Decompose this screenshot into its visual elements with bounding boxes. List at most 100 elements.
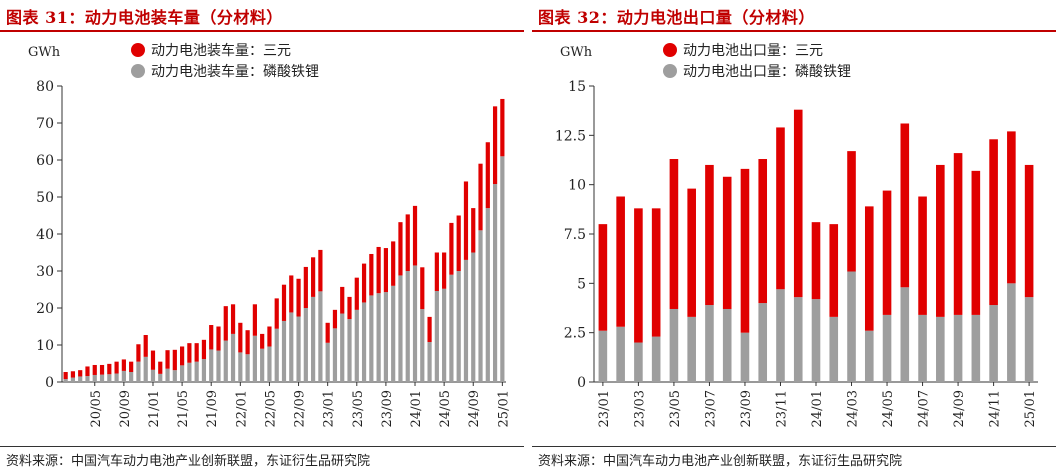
legend-label: 动力电池出口量：三元 [683, 43, 823, 59]
bar-sanyuan [165, 350, 170, 369]
bar-lfp [500, 156, 505, 382]
bar-lfp [598, 330, 608, 382]
source-rule [0, 446, 524, 447]
bar-sanyuan [121, 359, 126, 371]
bar-lfp [274, 328, 279, 382]
bar-sanyuan [420, 267, 425, 310]
chart-panel-31: 图表 31：动力电池装车量（分材料） GWh 动力电池装车量：三元 动力电池装车量：… [0, 0, 524, 476]
x-tick-label: 25/01 [496, 390, 511, 427]
bar-lfp [325, 342, 330, 382]
bar-sanyuan [114, 361, 119, 374]
bar-lfp [201, 359, 207, 382]
bar-sanyuan [194, 343, 199, 362]
bar-lfp [150, 369, 156, 382]
bar-sanyuan [616, 196, 625, 327]
title-rule [532, 30, 1056, 32]
y-tick-label: 0 [45, 375, 54, 391]
x-tick-label: 21/09 [205, 390, 220, 427]
x-tick-label: 20/09 [118, 390, 133, 427]
bar-lfp [260, 348, 265, 382]
bar-sanyuan [882, 190, 892, 315]
bar-lfp [471, 252, 476, 382]
bar-lfp [1024, 297, 1034, 382]
x-tick-label: 21/01 [147, 390, 162, 427]
bar-sanyuan [63, 372, 68, 380]
bar-sanyuan [971, 170, 981, 315]
bar-lfp [303, 308, 308, 382]
bar-sanyuan [209, 325, 214, 350]
bar-sanyuan [598, 224, 608, 331]
bar-lfp [705, 305, 714, 382]
x-tick-label: 22/01 [234, 390, 249, 427]
legend-label: 动力电池出口量：磷酸铁锂 [683, 64, 851, 80]
bar-lfp [740, 332, 750, 382]
bar-sanyuan [158, 361, 163, 374]
chart-panel-32: 图表 32：动力电池出口量（分材料） GWh 动力电池出口量：三元 动力电池出口量：… [532, 0, 1056, 476]
bar-lfp [478, 230, 483, 382]
bar-lfp [172, 370, 177, 382]
bar-lfp [492, 184, 498, 382]
legend-swatch [131, 64, 145, 78]
bar-lfp [434, 290, 439, 382]
bar-lfp [78, 376, 83, 382]
bar-lfp [85, 376, 90, 382]
bar-lfp [136, 361, 141, 382]
bar-sanyuan [296, 278, 301, 317]
x-tick-label: 23/09 [739, 390, 754, 427]
source-rule [532, 446, 1056, 447]
chart-source: 资料来源：中国汽车动力电池产业创新联盟，东证衍生品研究院 [6, 454, 371, 469]
bar-lfp [669, 308, 679, 382]
bar-sanyuan [740, 168, 750, 333]
x-tick-label: 23/11 [774, 390, 789, 427]
bar-lfp [114, 373, 119, 382]
bar-lfp [900, 287, 910, 382]
bar-sanyuan [434, 252, 439, 291]
bar-lfp [847, 271, 856, 382]
x-tick-label: 24/09 [467, 390, 482, 427]
bar-sanyuan [376, 246, 381, 294]
bar-sanyuan [391, 241, 396, 286]
bar-sanyuan [274, 298, 279, 329]
bar-lfp [187, 362, 192, 382]
bar-lfp [485, 208, 490, 382]
bar-sanyuan [281, 284, 287, 321]
bar-lfp [758, 303, 768, 382]
bar-sanyuan [705, 164, 714, 306]
bar-lfp [651, 336, 661, 382]
bar-sanyuan [829, 224, 839, 317]
bar-sanyuan [383, 248, 389, 293]
bar-sanyuan [150, 350, 156, 370]
bar-lfp [420, 309, 425, 382]
y-tick-label: 20 [36, 301, 54, 317]
bar-sanyuan [201, 339, 207, 360]
x-tick-label: 23/05 [351, 390, 366, 427]
bar-lfp [209, 349, 214, 382]
bar-sanyuan [136, 344, 141, 362]
bar-sanyuan [918, 196, 927, 315]
bar-sanyuan [216, 326, 221, 351]
bar-sanyuan [864, 206, 874, 331]
bar-sanyuan [471, 208, 476, 253]
bar-sanyuan [245, 330, 250, 355]
chart-title: 图表 31：动力电池装车量（分材料） [6, 8, 283, 27]
bar-lfp [383, 292, 389, 382]
bar-sanyuan [78, 370, 83, 377]
bar-lfp [289, 312, 294, 382]
bar-lfp [267, 346, 272, 382]
x-tick-label: 24/01 [409, 390, 424, 427]
bar-sanyuan [989, 139, 998, 306]
bar-lfp [230, 333, 236, 382]
bar-lfp [179, 365, 185, 382]
legend-label: 动力电池装车量：三元 [151, 42, 291, 59]
bar-lfp [223, 340, 228, 382]
bar-lfp [864, 330, 874, 382]
bar-sanyuan [325, 322, 330, 343]
bar-sanyuan [405, 214, 410, 271]
bar-sanyuan [398, 222, 403, 276]
x-tick-label: 24/07 [917, 390, 932, 427]
bar-sanyuan [354, 277, 359, 310]
bar-lfp [634, 342, 643, 382]
bar-sanyuan [340, 286, 345, 314]
